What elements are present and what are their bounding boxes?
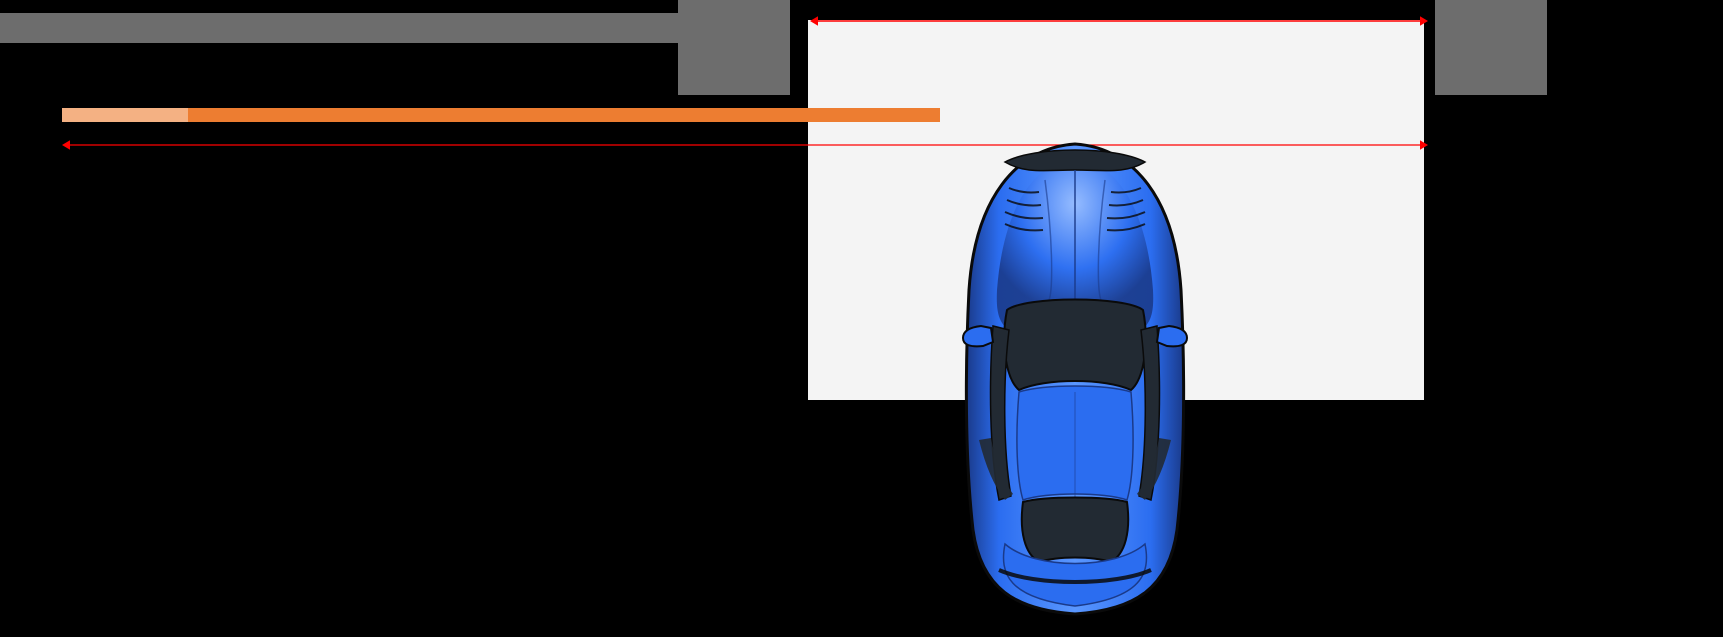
diagram-canvas	[0, 0, 1723, 637]
dimension-line-gate-width	[810, 20, 1428, 22]
wall-segment-left	[0, 13, 790, 43]
car-top-view	[945, 140, 1205, 620]
gate-pillar-left	[678, 0, 790, 95]
boom-barrier-arm	[62, 108, 940, 122]
boom-barrier-arm-fade	[62, 108, 188, 122]
gate-pillar-right	[1435, 0, 1547, 95]
dimension-line-full-span	[62, 144, 1428, 146]
